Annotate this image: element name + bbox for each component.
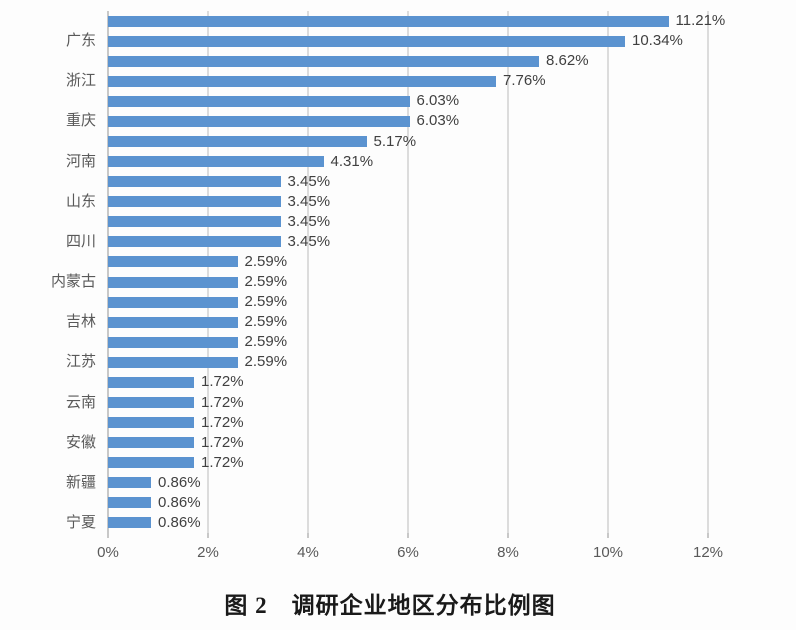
- bar: [108, 55, 539, 67]
- tick-mark: [307, 533, 309, 538]
- x-tick-label: 2%: [197, 544, 219, 561]
- bar-value-label: 10.34%: [632, 32, 683, 50]
- bar-value-label: 3.45%: [287, 172, 331, 190]
- x-tick-label: 0%: [97, 544, 119, 561]
- bar: [108, 196, 281, 208]
- bar-value-label: 6.03%: [416, 92, 460, 110]
- category-label: 安徽: [65, 433, 96, 451]
- category-label: 宁夏: [65, 513, 96, 531]
- category-label: 云南: [65, 393, 96, 411]
- bar-value-label: 1.72%: [201, 413, 244, 431]
- bar-value-label: 1.72%: [201, 393, 244, 411]
- bar: [108, 356, 238, 368]
- bar: [108, 417, 194, 429]
- gridline: [607, 11, 609, 533]
- bar: [108, 115, 410, 127]
- bar: [108, 316, 238, 328]
- category-label: 山东: [65, 192, 96, 210]
- bar: [108, 216, 281, 228]
- bar-value-label: 0.86%: [158, 493, 201, 511]
- bar: [108, 276, 238, 288]
- tick-mark: [607, 533, 609, 538]
- bar: [108, 497, 151, 509]
- x-tick-label: 12%: [692, 544, 724, 561]
- bar-value-label: 1.72%: [201, 373, 244, 391]
- bar: [108, 457, 194, 469]
- bar: [108, 176, 281, 188]
- bar: [108, 397, 194, 408]
- x-tick-label: 10%: [592, 544, 624, 561]
- category-label: 广东: [65, 32, 96, 50]
- bar: [108, 376, 194, 388]
- tick-mark: [407, 533, 409, 538]
- category-label: 重庆: [65, 112, 96, 130]
- bar: [108, 75, 496, 87]
- bar-value-label: 0.86%: [158, 513, 201, 531]
- bar-value-label: 11.21%: [675, 12, 726, 30]
- gridline: [407, 11, 409, 533]
- gridline: [507, 11, 509, 533]
- bar-value-label: 2.59%: [244, 353, 288, 371]
- bar-value-label: 3.45%: [287, 232, 331, 250]
- x-tick-label: 8%: [497, 544, 519, 561]
- bar-value-label: 2.59%: [244, 293, 288, 311]
- tick-mark: [107, 533, 109, 538]
- bar-value-label: 3.45%: [287, 192, 331, 210]
- tick-mark: [707, 533, 709, 538]
- tick-mark: [507, 533, 509, 538]
- bar: [108, 35, 625, 47]
- category-label: 内蒙古: [50, 273, 96, 291]
- bar-value-label: 6.03%: [416, 112, 460, 130]
- bar: [108, 437, 194, 449]
- bar: [108, 156, 324, 168]
- category-label: 河南: [65, 152, 96, 170]
- category-label: 浙江: [65, 72, 96, 90]
- tick-mark: [207, 533, 209, 538]
- bar-value-label: 7.76%: [503, 72, 546, 90]
- bar: [108, 296, 238, 308]
- figure-caption: 图 2 调研企业地区分布比例图: [224, 593, 556, 618]
- bar-value-label: 2.59%: [244, 333, 288, 351]
- bar: [108, 517, 151, 529]
- bar: [108, 95, 410, 107]
- bar: [108, 15, 669, 27]
- y-axis-line: [107, 11, 109, 533]
- bar-value-label: 1.72%: [201, 453, 244, 471]
- plot-area: 11.21% 10.34% 8.62% 7.76% 6.03% 6.03% 5.17% 4.3…: [107, 11, 725, 538]
- bar-value-label: 1.72%: [201, 433, 244, 451]
- category-label: 江苏: [65, 353, 96, 371]
- category-label: 吉林: [65, 313, 96, 331]
- gridline: [707, 11, 709, 533]
- gridline: [207, 11, 209, 533]
- category-label: 新疆: [65, 473, 96, 491]
- category-label: 四川: [65, 232, 96, 250]
- bar-value-label: 2.59%: [244, 273, 288, 291]
- x-tick-label: 6%: [397, 544, 419, 561]
- bar-value-label: 2.59%: [244, 313, 288, 331]
- x-tick-label: 4%: [297, 544, 319, 561]
- bar: [108, 256, 238, 268]
- bar-value-label: 0.86%: [158, 473, 201, 491]
- gridline: [307, 11, 309, 533]
- bar-value-label: 5.17%: [373, 132, 417, 150]
- bar: [108, 336, 238, 348]
- bar-value-label: 3.45%: [287, 212, 331, 230]
- bar: [108, 136, 367, 147]
- bar-value-label: 2.59%: [244, 252, 288, 270]
- bar-value-label: 8.62%: [546, 52, 589, 70]
- bar: [108, 236, 281, 248]
- bar-value-label: 4.31%: [330, 152, 374, 170]
- bar: [108, 477, 151, 489]
